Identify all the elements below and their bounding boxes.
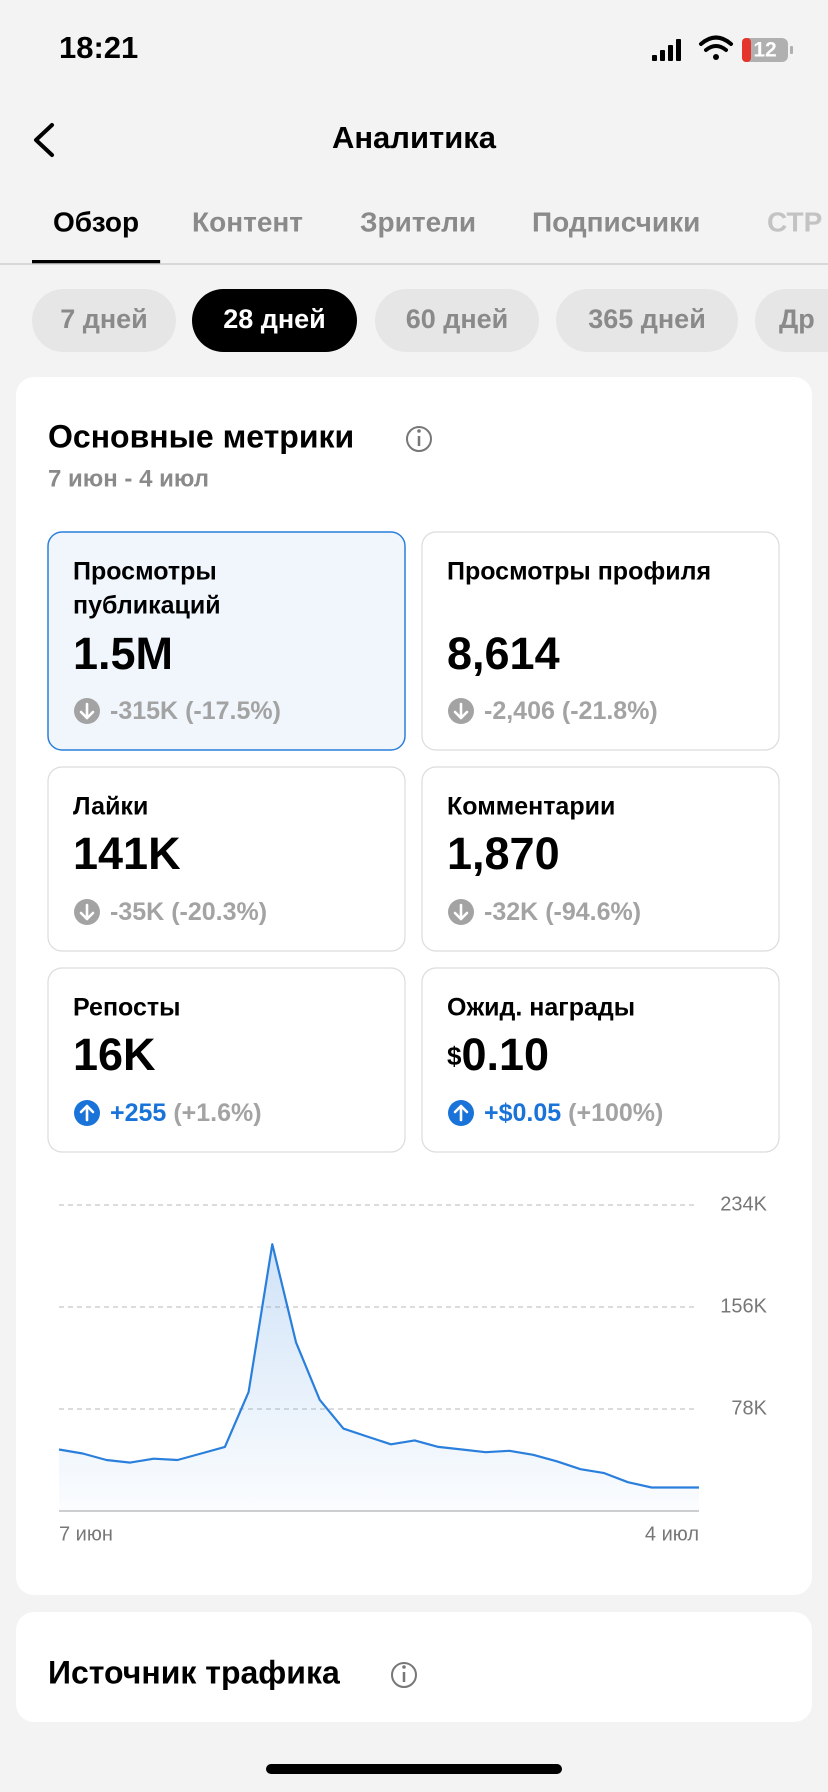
info-icon[interactable] bbox=[406, 426, 432, 452]
y-tick-label: 156K bbox=[720, 1295, 767, 1317]
metrics-date: 7 июн - 4 июл bbox=[48, 465, 209, 492]
metric-number: 16K bbox=[73, 1029, 156, 1080]
metric-label: Просмотры bbox=[73, 558, 217, 586]
signal-icon bbox=[652, 39, 681, 61]
wifi-icon bbox=[699, 35, 733, 60]
period-label[interactable]: 7 дней bbox=[60, 304, 148, 334]
metric-currency: $ bbox=[447, 1041, 462, 1071]
change-amount: -315K bbox=[110, 697, 178, 725]
metric-label: Просмотры профиля bbox=[447, 558, 711, 586]
status-time: 18:21 bbox=[59, 30, 138, 65]
metric-label: Ожид. награды bbox=[447, 994, 635, 1022]
period-label[interactable]: 28 дней bbox=[223, 304, 326, 334]
metric-number: 1.5M bbox=[73, 628, 173, 679]
header-title: Аналитика bbox=[332, 120, 497, 155]
metric-change: +$0.05 (+100%) bbox=[484, 1099, 663, 1127]
tabs: Обзор Контент Зрители Подписчики СТР bbox=[32, 206, 822, 264]
metric-value: 1,870 bbox=[447, 828, 560, 879]
change-amount: +255 bbox=[110, 1099, 166, 1127]
period-label[interactable]: 365 дней bbox=[588, 304, 706, 334]
change-amount: -32K bbox=[484, 898, 538, 926]
change-percent: (-17.5%) bbox=[185, 697, 281, 725]
period-label[interactable]: 60 дней bbox=[406, 304, 509, 334]
tab-indicator bbox=[32, 260, 161, 264]
change-percent: (+100%) bbox=[568, 1099, 663, 1127]
back-button[interactable] bbox=[34, 123, 54, 157]
period-pill[interactable] bbox=[192, 289, 357, 352]
x-tick-label: 7 июн bbox=[59, 1523, 113, 1545]
metric-card[interactable] bbox=[421, 531, 780, 751]
traffic-title: Источник трафика bbox=[48, 1654, 340, 1690]
metric-label: Лайки bbox=[73, 793, 148, 821]
x-tick-label: 4 июл bbox=[645, 1523, 699, 1545]
metric-change: -32K (-94.6%) bbox=[484, 898, 641, 926]
change-amount: -2,406 bbox=[484, 697, 555, 725]
metric-label: Комментарии bbox=[447, 793, 615, 821]
change-percent: (+1.6%) bbox=[173, 1099, 261, 1127]
period-pill[interactable] bbox=[755, 289, 828, 352]
metric-change: -2,406 (-21.8%) bbox=[484, 697, 658, 725]
metric-change: +255 (+1.6%) bbox=[110, 1099, 262, 1127]
metric-value: 141K bbox=[73, 828, 181, 879]
tab[interactable]: СТР bbox=[767, 206, 822, 237]
metric-label: Репосты bbox=[73, 994, 181, 1022]
change-amount: -35K bbox=[110, 898, 164, 926]
trend-arrow bbox=[79, 702, 95, 720]
period-filter: 7 дней 28 дней 60 дней 365 дней Др bbox=[32, 289, 828, 352]
battery-level bbox=[742, 38, 751, 62]
metric-change: -315K (-17.5%) bbox=[110, 697, 281, 725]
y-tick-label: 78K bbox=[731, 1397, 767, 1419]
battery-tip bbox=[790, 46, 793, 54]
battery bbox=[742, 38, 788, 62]
change-amount: +$0.05 bbox=[484, 1099, 561, 1127]
tab[interactable]: Обзор bbox=[53, 206, 139, 237]
metric-value: 16K bbox=[73, 1029, 156, 1080]
metric-card[interactable] bbox=[47, 967, 406, 1153]
views-chart: 78K 156K 234K 7 июн 4 июл bbox=[58, 1193, 768, 1545]
trend-arrow bbox=[453, 702, 469, 720]
metric-value: $0.10 bbox=[447, 1029, 549, 1080]
metric-value: 1.5M bbox=[73, 628, 173, 679]
period-pill[interactable] bbox=[32, 289, 176, 352]
change-percent: (-94.6%) bbox=[545, 898, 641, 926]
trend-arrow bbox=[79, 903, 95, 921]
trend-arrow bbox=[453, 903, 469, 921]
home-indicator bbox=[266, 1764, 562, 1774]
tab[interactable]: Контент bbox=[192, 206, 303, 237]
tab[interactable]: Подписчики bbox=[532, 206, 700, 237]
metric-number: 141K bbox=[73, 828, 181, 879]
metric-card[interactable] bbox=[47, 531, 406, 751]
battery-text: 12 bbox=[753, 39, 776, 62]
metric-cards: Просмотры публикаций 1.5M -315K (-17.5%) Прос… bbox=[47, 531, 780, 1153]
line bbox=[58, 1243, 699, 1489]
metric-number: 1,870 bbox=[447, 828, 560, 879]
y-tick-label: 234K bbox=[720, 1193, 767, 1215]
info-icon[interactable] bbox=[391, 1662, 417, 1688]
change-percent: (-21.8%) bbox=[562, 697, 658, 725]
trend-arrow bbox=[79, 1104, 95, 1122]
metric-label: публикаций bbox=[73, 592, 221, 620]
metric-value: 8,614 bbox=[447, 628, 560, 679]
period-pill[interactable] bbox=[556, 289, 738, 352]
metric-change: -35K (-20.3%) bbox=[110, 898, 267, 926]
metric-number: 8,614 bbox=[447, 628, 560, 679]
period-label[interactable]: Др bbox=[779, 304, 815, 334]
trend-arrow bbox=[453, 1104, 469, 1122]
metrics-title: Основные метрики bbox=[48, 418, 354, 454]
metric-card[interactable] bbox=[421, 766, 780, 952]
metric-card[interactable] bbox=[421, 967, 780, 1153]
metric-number: 0.10 bbox=[461, 1029, 549, 1080]
metric-card[interactable] bbox=[47, 766, 406, 952]
tab[interactable]: Зрители bbox=[360, 206, 476, 237]
change-percent: (-20.3%) bbox=[171, 898, 267, 926]
period-pill[interactable] bbox=[375, 289, 539, 352]
